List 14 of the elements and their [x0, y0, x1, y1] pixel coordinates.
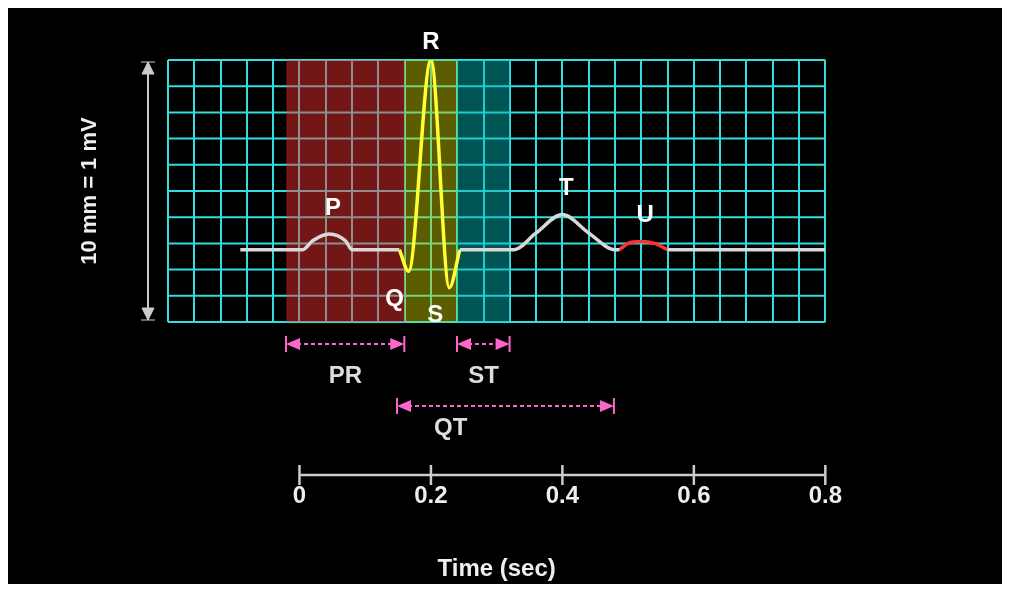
band-label: ST	[468, 360, 500, 388]
x-tick-label: 0	[292, 481, 307, 509]
annotation: S	[427, 300, 444, 328]
band-label: PR	[328, 360, 363, 388]
x-tick-label: 0.6	[677, 481, 711, 509]
annotation: Q	[385, 283, 404, 311]
text: QT	[433, 412, 468, 440]
x-tick-label: 0.8	[808, 481, 843, 509]
x-axis-title: Time (sec)	[437, 554, 556, 582]
x-tick-label: 0.4	[545, 481, 580, 509]
annotation: R	[422, 26, 440, 54]
annotation: P	[325, 192, 342, 220]
x-tick-label: 0.2	[414, 481, 448, 509]
y-axis-title: 10 mm = 1 mV	[76, 117, 102, 265]
